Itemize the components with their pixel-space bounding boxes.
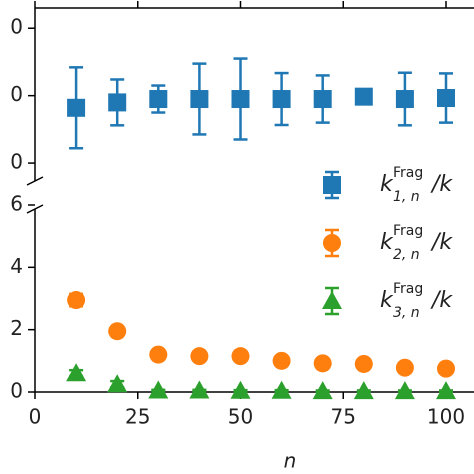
marker	[312, 381, 333, 400]
marker	[149, 90, 168, 109]
y-tick-label: 6	[10, 192, 23, 216]
legend-entry: k Frag 2, n/k	[323, 223, 453, 263]
marker	[436, 381, 456, 400]
marker	[313, 354, 332, 373]
y-tick-label: 0	[10, 379, 23, 403]
x-tick-label: 25	[125, 405, 150, 429]
marker	[148, 380, 169, 399]
marker	[67, 291, 86, 310]
marker	[437, 359, 455, 378]
legend-sub: 2, n	[393, 247, 420, 263]
legend-sub: 1, n	[393, 189, 420, 205]
marker	[108, 322, 127, 341]
series	[66, 363, 456, 400]
y-tick-label: 0	[10, 15, 23, 39]
marker	[354, 354, 373, 373]
marker	[354, 87, 373, 106]
legend-entry: k Frag 3, n/k	[322, 281, 453, 321]
x-tick-label: 100	[427, 405, 465, 429]
marker	[271, 380, 292, 399]
legend-tail: /k	[430, 172, 453, 197]
marker	[149, 345, 168, 364]
legend-tail: /k	[430, 230, 453, 255]
marker	[272, 90, 291, 109]
x-tick-label: 75	[331, 405, 356, 429]
marker	[395, 358, 414, 377]
marker	[313, 90, 332, 109]
y-tick-label: 0	[10, 150, 23, 174]
marker	[107, 374, 128, 393]
series	[67, 291, 455, 378]
y-tick-label: 0	[10, 82, 23, 106]
marker	[353, 381, 374, 400]
marker	[272, 351, 291, 370]
legend-sub: 3, n	[393, 305, 420, 321]
marker	[190, 90, 209, 109]
axis-break	[26, 204, 44, 214]
legend-tail: /k	[430, 288, 453, 313]
legend-base: k	[380, 172, 394, 197]
legend-sup: Frag	[393, 165, 423, 181]
legend-entry: k Frag 1, n/k	[323, 165, 453, 205]
y-tick-label: 4	[10, 254, 23, 278]
x-tick-label: 50	[228, 405, 253, 429]
marker	[395, 90, 414, 109]
x-axis-label: n	[284, 449, 297, 473]
legend-sup: Frag	[393, 281, 423, 297]
series	[67, 57, 455, 150]
legend-sup: Frag	[393, 223, 423, 239]
marker	[108, 93, 127, 112]
legend-marker	[323, 176, 341, 194]
legend-base: k	[380, 230, 394, 255]
x-tick-label: 0	[29, 405, 42, 429]
marker	[231, 347, 250, 366]
y-tick-label: 2	[10, 316, 23, 340]
marker	[189, 380, 210, 399]
marker	[231, 90, 250, 109]
legend-marker	[323, 234, 341, 252]
legend-marker	[322, 291, 342, 309]
marker	[66, 363, 87, 382]
legend-base: k	[380, 288, 394, 313]
axis-break	[26, 176, 44, 186]
marker	[230, 380, 251, 399]
marker	[67, 98, 86, 117]
marker	[190, 347, 209, 366]
marker	[437, 89, 455, 108]
marker	[394, 381, 415, 400]
